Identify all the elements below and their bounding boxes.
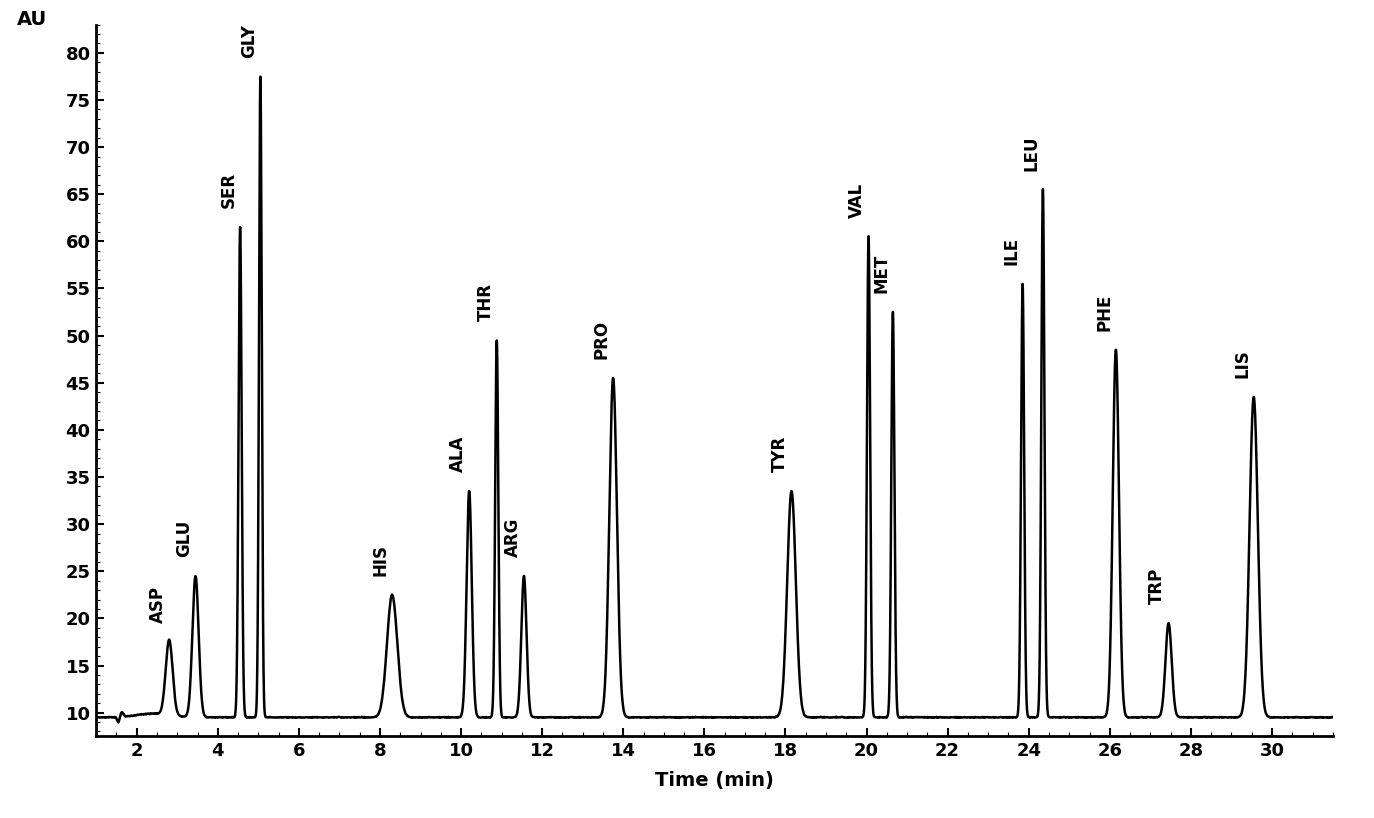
Text: ARG: ARG: [503, 518, 522, 557]
Text: TRP: TRP: [1149, 568, 1167, 605]
Text: THR: THR: [477, 284, 495, 321]
Y-axis label: AU: AU: [16, 11, 47, 29]
X-axis label: Time (min): Time (min): [655, 771, 774, 790]
Text: PRO: PRO: [592, 320, 611, 359]
Text: GLU: GLU: [174, 520, 194, 557]
Text: MET: MET: [872, 254, 890, 293]
Text: HIS: HIS: [372, 544, 390, 576]
Text: VAL: VAL: [848, 182, 866, 218]
Text: PHE: PHE: [1095, 294, 1113, 331]
Text: LIS: LIS: [1234, 349, 1252, 378]
Text: SER: SER: [220, 173, 238, 209]
Text: GLY: GLY: [240, 24, 258, 57]
Text: ALA: ALA: [449, 436, 467, 472]
Text: ILE: ILE: [1002, 236, 1021, 265]
Text: LEU: LEU: [1022, 135, 1040, 171]
Text: ASP: ASP: [148, 586, 166, 623]
Text: TYR: TYR: [771, 436, 789, 472]
